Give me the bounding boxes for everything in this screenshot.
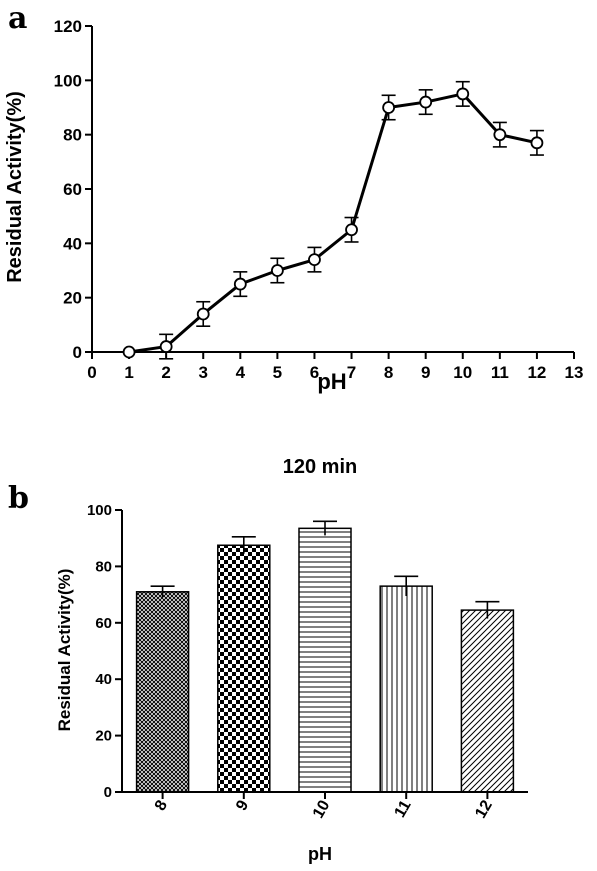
panel-b-error-bar — [150, 585, 175, 598]
panel-a-x-tick-label: 13 — [565, 363, 584, 382]
panel-a-data-point — [345, 223, 358, 237]
panel-b-x-tick-label: 12 — [472, 797, 496, 821]
panel-a-x-tick-label: 8 — [384, 363, 393, 382]
panel-a: a Residual Activity(%) pH 02040608010012… — [4, 1, 583, 394]
panel-a-data-line — [128, 92, 538, 354]
panel-b-y-tick-label: 80 — [95, 558, 112, 575]
panel-b-x-tick-label: 10 — [310, 797, 334, 821]
panel-a-error-bars — [159, 80, 544, 360]
panel-a-data-point — [493, 128, 507, 142]
panel-a-series — [128, 92, 538, 354]
panel-a-x-tick-label: 6 — [310, 363, 319, 382]
panel-a-data-point — [419, 95, 433, 109]
panel-a-x-tick-label: 0 — [87, 363, 96, 382]
panel-b-label: b — [8, 481, 29, 516]
panel-a-data-point — [530, 136, 544, 150]
panel-a-y-tick-label: 80 — [63, 126, 82, 145]
panel-b-error-bars — [150, 520, 500, 619]
panel-a-data-point — [233, 277, 247, 291]
panel-b-y-tick-label: 40 — [95, 671, 112, 688]
panel-b-bar-10 — [298, 527, 352, 793]
panel-a-y-tick-label: 120 — [54, 17, 82, 36]
panel-a-data-point — [196, 307, 210, 321]
panel-a-x-tick-label: 1 — [124, 363, 133, 382]
panel-a-y-tick-label: 40 — [63, 234, 82, 253]
panel-a-data-point — [382, 101, 396, 114]
panel-a-label: a — [8, 1, 27, 36]
panel-a-data-point — [122, 345, 136, 359]
panel-b-bar-12 — [460, 609, 515, 793]
panel-a-x-tick-label: 7 — [347, 363, 356, 382]
panel-a-markers — [122, 87, 544, 359]
panel-b-error-bar — [231, 535, 256, 554]
panel-a-y-axis-title: Residual Activity(%) — [4, 91, 26, 283]
panel-a-x-tick-label: 2 — [161, 363, 170, 382]
panel-b-y-tick-label: 0 — [104, 784, 112, 801]
panel-a-y-tick-label: 100 — [54, 71, 82, 90]
panel-a-data-point — [159, 340, 173, 353]
panel-b-error-bar — [475, 600, 500, 619]
panel-a-y-tick-label: 0 — [73, 343, 82, 362]
panel-b-bars — [135, 527, 515, 793]
panel-a-x-axis-title: pH — [317, 369, 346, 394]
panel-b-bar-9 — [217, 544, 271, 793]
panel-b-bar-8 — [135, 591, 190, 793]
panel-b-y-tick-label: 100 — [87, 502, 112, 519]
panel-b-error-bar — [394, 575, 419, 597]
panel-a-x-tick-label: 3 — [198, 363, 207, 382]
panel-a-x-tick-label: 5 — [273, 363, 282, 382]
panel-a-data-point — [456, 87, 470, 101]
panel-a-x-tick-label: 10 — [453, 363, 472, 382]
panel-a-x-tick-label: 9 — [421, 363, 430, 382]
panel-a-data-point — [308, 253, 321, 267]
panel-b-x-tick-label: 8 — [152, 797, 171, 813]
panel-b-title: 120 min — [283, 456, 357, 478]
panel-a-data-point — [270, 264, 284, 277]
panel-a-x-tick-label: 12 — [527, 363, 546, 382]
panel-b-y-tick-label: 20 — [95, 728, 112, 745]
panel-a-x-tick-label: 11 — [491, 363, 509, 382]
panel-b-y-tick-label: 60 — [95, 615, 112, 632]
panel-b-x-tick-label: 9 — [233, 797, 252, 813]
panel-b-error-bar — [313, 520, 337, 536]
panel-a-y-tick-label: 60 — [63, 180, 82, 199]
panel-b-x-axis-title: pH — [308, 844, 332, 864]
panel-b-y-axis-title: Residual Activity(%) — [55, 569, 74, 732]
panel-b: b 120 min Residual Activity(%) pH 0 20 40 6… — [8, 456, 528, 864]
panel-b-x-tick-label: 11 — [391, 797, 414, 820]
panel-a-x-tick-label: 4 — [236, 363, 246, 382]
panel-a-y-tick-label: 20 — [63, 289, 82, 308]
panel-b-bar-11 — [379, 585, 433, 793]
